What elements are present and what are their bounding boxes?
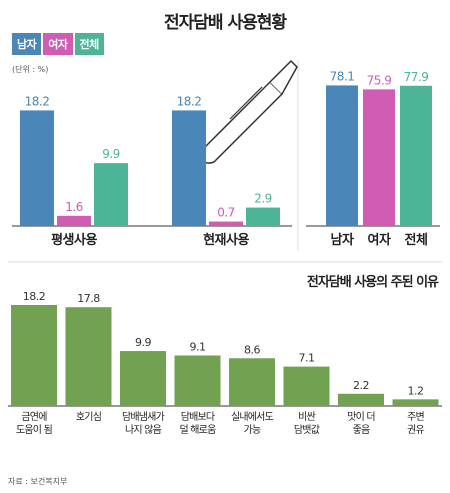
bar-reason-1: [65, 307, 112, 406]
category-label: 비싼: [298, 411, 315, 423]
category-label: 담뱃값: [294, 424, 320, 436]
category-label: 금연에: [21, 411, 47, 423]
category-label: 담배보다: [181, 411, 215, 423]
unit-label: (단위 : %): [12, 65, 49, 74]
data-label: 9.9: [135, 336, 151, 349]
data-label: 2.9: [254, 192, 272, 206]
category-label: 덜 해로움: [180, 423, 217, 436]
bar-awareness-0: [326, 85, 358, 226]
category-label: 가능: [244, 424, 261, 436]
category-label: 권유: [407, 424, 424, 436]
category-label: 평생사용: [51, 232, 97, 248]
data-label: 9.9: [102, 147, 120, 161]
bar-awareness-2: [400, 85, 432, 226]
bar-awareness-1: [363, 89, 395, 226]
category-label: 실내에서도: [231, 411, 274, 423]
bar-1-1: [209, 221, 243, 226]
data-label: 78.1: [330, 69, 355, 83]
data-label: 77.9: [404, 70, 429, 84]
bar-reason-0: [11, 304, 57, 406]
legend-total: 전체: [74, 33, 104, 55]
data-label: 1.2: [408, 384, 424, 397]
category-label: 남자: [331, 232, 354, 248]
data-label: 1.6: [65, 200, 83, 214]
data-label: 75.9: [367, 73, 392, 87]
data-label: 18.2: [25, 94, 50, 108]
category-label: 전체: [405, 232, 428, 248]
category-label: 여자: [368, 232, 391, 248]
data-label: 9.1: [190, 340, 206, 353]
data-label: 17.8: [77, 292, 100, 305]
bar-reason-4: [229, 358, 275, 406]
data-label: 7.1: [299, 352, 315, 365]
data-label: 2.2: [353, 379, 369, 392]
data-label: 0.7: [217, 206, 235, 220]
legend: 남자 여자 전체: [12, 33, 104, 55]
category-label: 현재사용: [203, 232, 249, 248]
category-label: 호기심: [76, 411, 101, 423]
category-label: 나지 않음: [125, 424, 162, 436]
bar-1-0: [172, 110, 206, 226]
data-label: 18.2: [177, 94, 202, 108]
bar-reason-2: [120, 351, 166, 406]
data-label: 8.6: [244, 343, 260, 356]
category-label: 담배냄새가: [122, 411, 165, 423]
bar-0-1: [57, 215, 91, 226]
bar-reason-6: [338, 393, 384, 406]
reasons-title: 전자담배 사용의 주된 이유: [306, 275, 439, 290]
source-note: 자료 : 보건복지부: [8, 477, 68, 486]
category-label: 좋음: [353, 424, 370, 436]
bar-reason-7: [392, 399, 439, 406]
legend-male: 남자: [12, 33, 42, 55]
category-label: 도움이 됨: [16, 424, 52, 436]
bar-reason-5: [283, 366, 330, 406]
category-label: 주변: [407, 411, 424, 423]
category-label: 맛이 더: [347, 411, 375, 423]
bar-0-0: [20, 110, 54, 226]
chart-title: 전자담배 사용현황: [163, 13, 287, 33]
bar-reason-3: [174, 355, 221, 406]
bar-1-2: [246, 207, 280, 226]
bar-0-2: [94, 163, 128, 226]
e-cigarette-icon: [201, 59, 298, 164]
legend-female: 여자: [43, 33, 73, 55]
data-label: 18.2: [23, 290, 46, 303]
